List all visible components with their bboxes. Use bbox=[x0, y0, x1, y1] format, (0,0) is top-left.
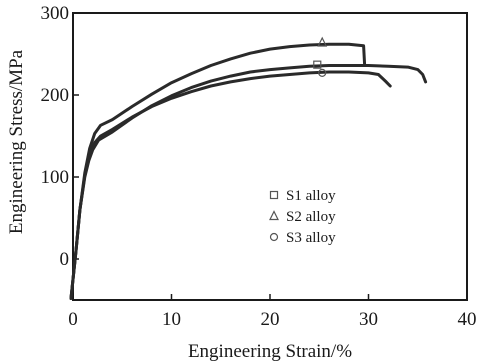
legend-marker-s1-alloy bbox=[269, 190, 279, 200]
y-tick-label: 100 bbox=[41, 167, 70, 188]
legend-marker-s3-alloy bbox=[269, 232, 279, 242]
y-tick-label: 0 bbox=[60, 249, 70, 270]
legend-label-s3-alloy: S3 alloy bbox=[286, 230, 336, 246]
legend-label-s1-alloy: S1 alloy bbox=[286, 188, 336, 204]
curve-s1-alloy bbox=[69, 64, 428, 300]
marker-s2-alloy bbox=[317, 36, 328, 47]
x-tick-label: 10 bbox=[162, 309, 181, 330]
y-tick-label: 300 bbox=[41, 3, 70, 24]
curve-s3-alloy bbox=[69, 70, 392, 300]
x-axis-title: Engineering Strain/% bbox=[188, 341, 352, 362]
y-axis-title: Engineering Stress/MPa bbox=[6, 49, 27, 234]
marker-s3-alloy bbox=[318, 68, 327, 77]
curve-s2-alloy bbox=[69, 42, 367, 300]
y-tick-label: 200 bbox=[41, 85, 70, 106]
plot-frame bbox=[72, 12, 468, 301]
legend: S1 alloy S2 alloy S3 alloy bbox=[269, 188, 336, 246]
legend-marker-s2-alloy bbox=[269, 210, 279, 221]
x-tick-label: 40 bbox=[458, 309, 477, 330]
curve-markers bbox=[313, 36, 328, 77]
plot-curves bbox=[69, 42, 428, 300]
marker-s1-alloy bbox=[313, 60, 322, 69]
x-axis: 0 10 20 30 40 bbox=[68, 294, 477, 330]
x-tick-label: 0 bbox=[68, 309, 78, 330]
x-tick-label: 30 bbox=[359, 309, 378, 330]
x-tick-label: 20 bbox=[261, 309, 280, 330]
legend-label-s2-alloy: S2 alloy bbox=[286, 209, 336, 225]
